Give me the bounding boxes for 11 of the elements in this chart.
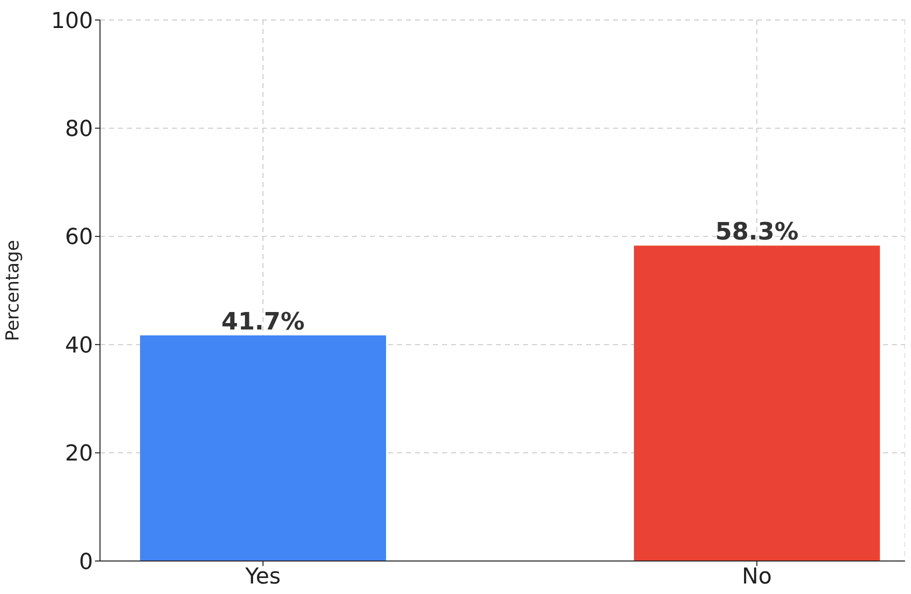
y-tick-label: 100 (51, 8, 93, 34)
data-label: 41.7% (221, 307, 305, 336)
y-axis-title: Percentage (2, 240, 24, 342)
y-tick-label: 80 (65, 117, 93, 142)
x-tick-label: Yes (244, 564, 281, 590)
y-tick-label: 40 (65, 333, 93, 358)
data-label: 58.3% (715, 218, 799, 246)
y-tick-label: 20 (65, 442, 93, 467)
y-tick-label: 0 (79, 550, 93, 575)
x-tick-label: No (742, 564, 772, 590)
y-tick-label: 60 (65, 225, 93, 250)
